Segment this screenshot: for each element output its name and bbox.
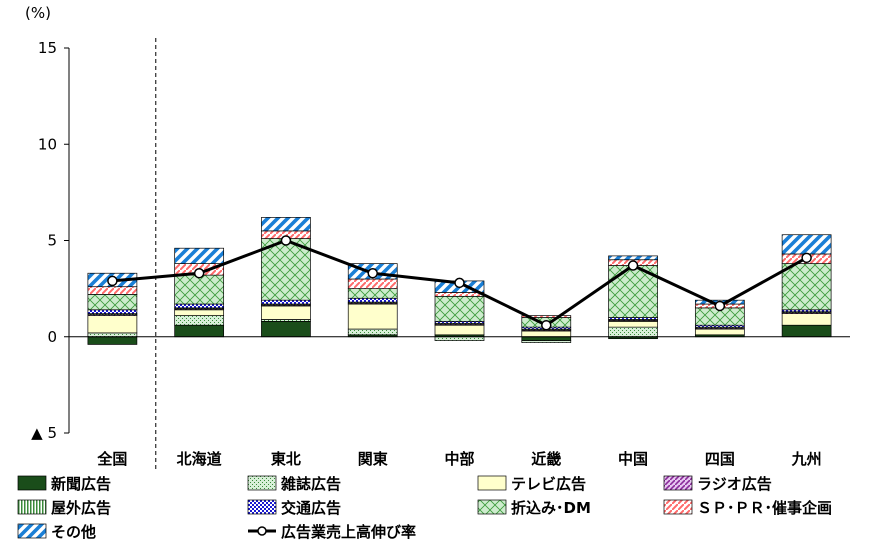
- y-axis: 15 10 5 0 ▲ 5: [31, 39, 70, 442]
- growth-point: [801, 252, 812, 264]
- y-tick-label: 5: [47, 232, 57, 250]
- growth-point: [714, 300, 726, 312]
- bar-segment: [87, 309, 138, 314]
- legend-line-marker: [257, 526, 267, 536]
- category-label: 四国: [705, 450, 735, 468]
- legend-label: ＳＰ･ＰＲ･催事企画: [697, 499, 832, 517]
- bar-segment: [521, 340, 572, 343]
- growth-point: [367, 267, 378, 279]
- legend-swatch: [477, 499, 507, 515]
- growth-point: [454, 277, 465, 289]
- legend-swatch: [477, 475, 507, 491]
- category-label: 関東: [358, 450, 388, 468]
- bar-segment: [434, 295, 485, 322]
- category-label: 中国: [618, 450, 648, 468]
- growth-rate-line: [107, 235, 812, 331]
- y-tick-label: 10: [38, 135, 57, 153]
- legend-swatch: [17, 475, 47, 491]
- bar-segment: [608, 326, 658, 338]
- bar-segment: [781, 313, 832, 326]
- growth-point: [541, 319, 552, 331]
- bar-segment: [261, 238, 311, 301]
- bar-segment: [174, 309, 225, 316]
- y-tick-label: ▲ 5: [31, 424, 57, 442]
- bar-segment: [174, 274, 225, 305]
- bar-segment: [347, 278, 398, 289]
- bar-segment: [608, 255, 658, 261]
- category-labels: 全国 北海道 東北 関東 中部 近畿 中国 四国 九州: [96, 450, 821, 468]
- y-tick-label: 0: [47, 328, 57, 346]
- bar-segment: [347, 303, 398, 330]
- legend-swatch: [247, 499, 277, 515]
- legend-label: 新聞広告: [51, 475, 111, 493]
- legend-label: その他: [51, 523, 96, 541]
- bar-segment: [261, 217, 311, 232]
- bar-segment: [434, 292, 485, 297]
- bar-segment: [347, 297, 398, 303]
- bar-segment: [87, 294, 138, 311]
- legend-swatch: [663, 475, 693, 491]
- bar-segment: [87, 315, 138, 334]
- bar-segment: [87, 332, 138, 338]
- bar-segment: [174, 324, 225, 338]
- bar-segment: [87, 336, 138, 345]
- category-label: 北海道: [177, 450, 222, 468]
- category-label: 九州: [791, 450, 822, 468]
- bar-segment: [174, 315, 225, 326]
- bar-segment: [608, 321, 658, 328]
- legend-label: 広告業売上高伸び率: [281, 523, 416, 541]
- category-label: 東北: [271, 450, 301, 468]
- bar-segment: [781, 234, 832, 255]
- bar-segment: [174, 303, 225, 309]
- bar-segment: [521, 336, 572, 341]
- bar-segment: [261, 305, 311, 320]
- legend-swatch: [17, 499, 47, 515]
- bar-segment: [347, 288, 398, 299]
- growth-point: [107, 275, 118, 287]
- category-label: 中部: [444, 450, 474, 468]
- bar-segment: [521, 330, 572, 338]
- bar-segment: [434, 324, 485, 336]
- unit-label: (%): [25, 4, 51, 22]
- growth-point: [627, 260, 639, 271]
- bar-segment: [521, 315, 572, 318]
- bar-segment: [434, 336, 485, 341]
- bar-segment: [694, 328, 745, 336]
- legend-label: テレビ広告: [511, 475, 586, 493]
- legend-label: ラジオ広告: [697, 475, 772, 493]
- category-label: 全国: [96, 450, 127, 468]
- legend-label: 交通広告: [281, 499, 341, 517]
- x-axis: [69, 336, 850, 338]
- bar-segment: [261, 299, 311, 305]
- category-label: 近畿: [531, 450, 561, 468]
- legend-label: 雑誌広告: [280, 475, 341, 493]
- growth-point: [193, 267, 205, 279]
- legend-label: 屋外広告: [51, 499, 111, 517]
- bar-segment: [781, 324, 832, 338]
- bar-segment: [87, 286, 138, 295]
- bar-segment: [261, 321, 311, 338]
- y-tick-label: 15: [38, 39, 57, 57]
- legend-swatch: [247, 475, 277, 491]
- legend-swatch: [663, 499, 693, 515]
- bar-segment: [781, 263, 832, 311]
- legend-swatch: [17, 523, 47, 539]
- growth-point: [280, 235, 292, 246]
- bar-segment: [347, 328, 398, 336]
- legend-label: 折込み･DM: [511, 499, 591, 517]
- bar-segment: [174, 247, 225, 264]
